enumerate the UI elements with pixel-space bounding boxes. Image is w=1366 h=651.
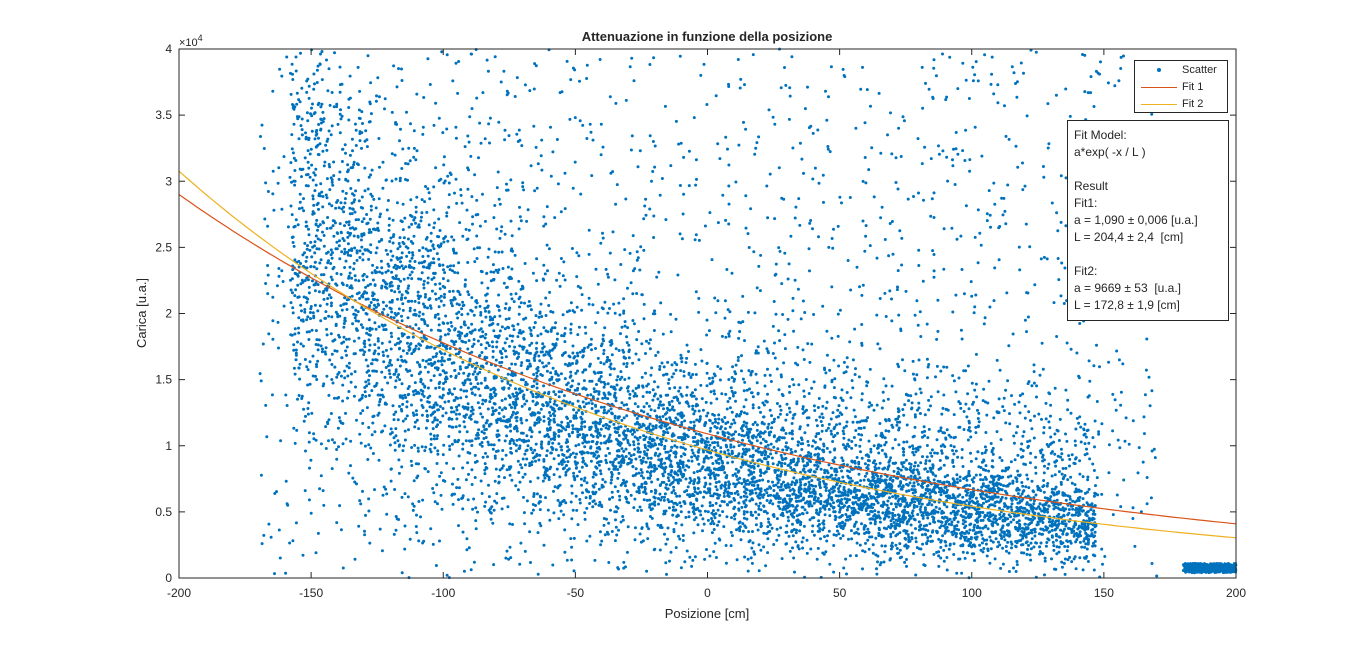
- annotation-line: L = 204,4 ± 2,4 [cm]: [1074, 230, 1184, 244]
- x-tick-label: -50: [567, 586, 585, 600]
- y-tick-label: 0: [165, 571, 172, 585]
- annotation-line: Fit Model:: [1074, 128, 1127, 142]
- annotation-line: [1074, 246, 1222, 263]
- legend-label-fit2: Fit 2: [1182, 98, 1204, 110]
- y-tick-label: 1.5: [155, 373, 172, 387]
- fit-results-annotation: Fit Model: a*exp( -x / L ) Result Fit1: …: [1067, 120, 1229, 321]
- y-axis-exponent: ×104: [179, 33, 203, 49]
- legend-item-fit1: Fit 1: [1141, 79, 1227, 96]
- scatter-series: [258, 47, 1238, 580]
- annotation-line: Fit1:: [1074, 196, 1098, 210]
- legend-label-fit1: Fit 1: [1182, 81, 1204, 93]
- y-tick-label: 0.5: [155, 505, 172, 519]
- x-tick-label: 100: [962, 586, 982, 600]
- annotation-line: a = 1,090 ± 0,006 [u.a.]: [1074, 213, 1198, 227]
- x-tick-label: 50: [833, 586, 847, 600]
- y-tick-label: 2: [165, 307, 172, 321]
- annotation-line: Result: [1074, 179, 1109, 193]
- legend-line-fit2: [1141, 104, 1177, 105]
- legend-line-fit1: [1141, 87, 1177, 88]
- x-tick-label: -100: [431, 586, 455, 600]
- x-tick-label: 0: [704, 586, 711, 600]
- x-tick-label: 200: [1226, 586, 1246, 600]
- x-tick-label: 150: [1094, 586, 1114, 600]
- legend-label-scatter: Scatter: [1182, 64, 1217, 76]
- annotation-line: Fit2:: [1074, 264, 1098, 278]
- annotation-line: a*exp( -x / L ): [1074, 145, 1146, 159]
- chart-legend: Scatter Fit 1 Fit 2: [1134, 60, 1228, 113]
- y-tick-label: 3.5: [155, 108, 172, 122]
- legend-item-scatter: Scatter: [1141, 62, 1227, 79]
- annotation-line: a = 9669 ± 53 [u.a.]: [1074, 281, 1181, 295]
- x-axis-label: Posizione [cm]: [665, 606, 750, 621]
- fit-curve-2: [178, 170, 1237, 539]
- y-axis-ticks: 0 0.5 1 1.5 2 2.5 3 3.5 4: [155, 42, 1236, 585]
- legend-marker-scatter: [1157, 68, 1161, 72]
- x-tick-label: -200: [167, 586, 191, 600]
- x-axis-ticks: -200 -150 -100 -50 0 50 100 150 200: [167, 49, 1246, 600]
- legend-item-fit2: Fit 2: [1141, 96, 1227, 113]
- annotation-line: L = 172,8 ± 1,9 [cm]: [1074, 298, 1180, 312]
- y-tick-label: 4: [165, 42, 172, 56]
- annotation-line: [1074, 161, 1222, 178]
- y-axis-label: Carica [u.a.]: [134, 278, 149, 348]
- y-tick-label: 3: [165, 174, 172, 188]
- fit-curves: [178, 170, 1237, 539]
- chart-title: Attenuazione in funzione della posizione: [582, 29, 833, 44]
- scatter-points: [258, 47, 1238, 580]
- y-tick-label: 1: [165, 439, 172, 453]
- y-tick-label: 2.5: [155, 240, 172, 254]
- x-tick-label: -150: [299, 586, 323, 600]
